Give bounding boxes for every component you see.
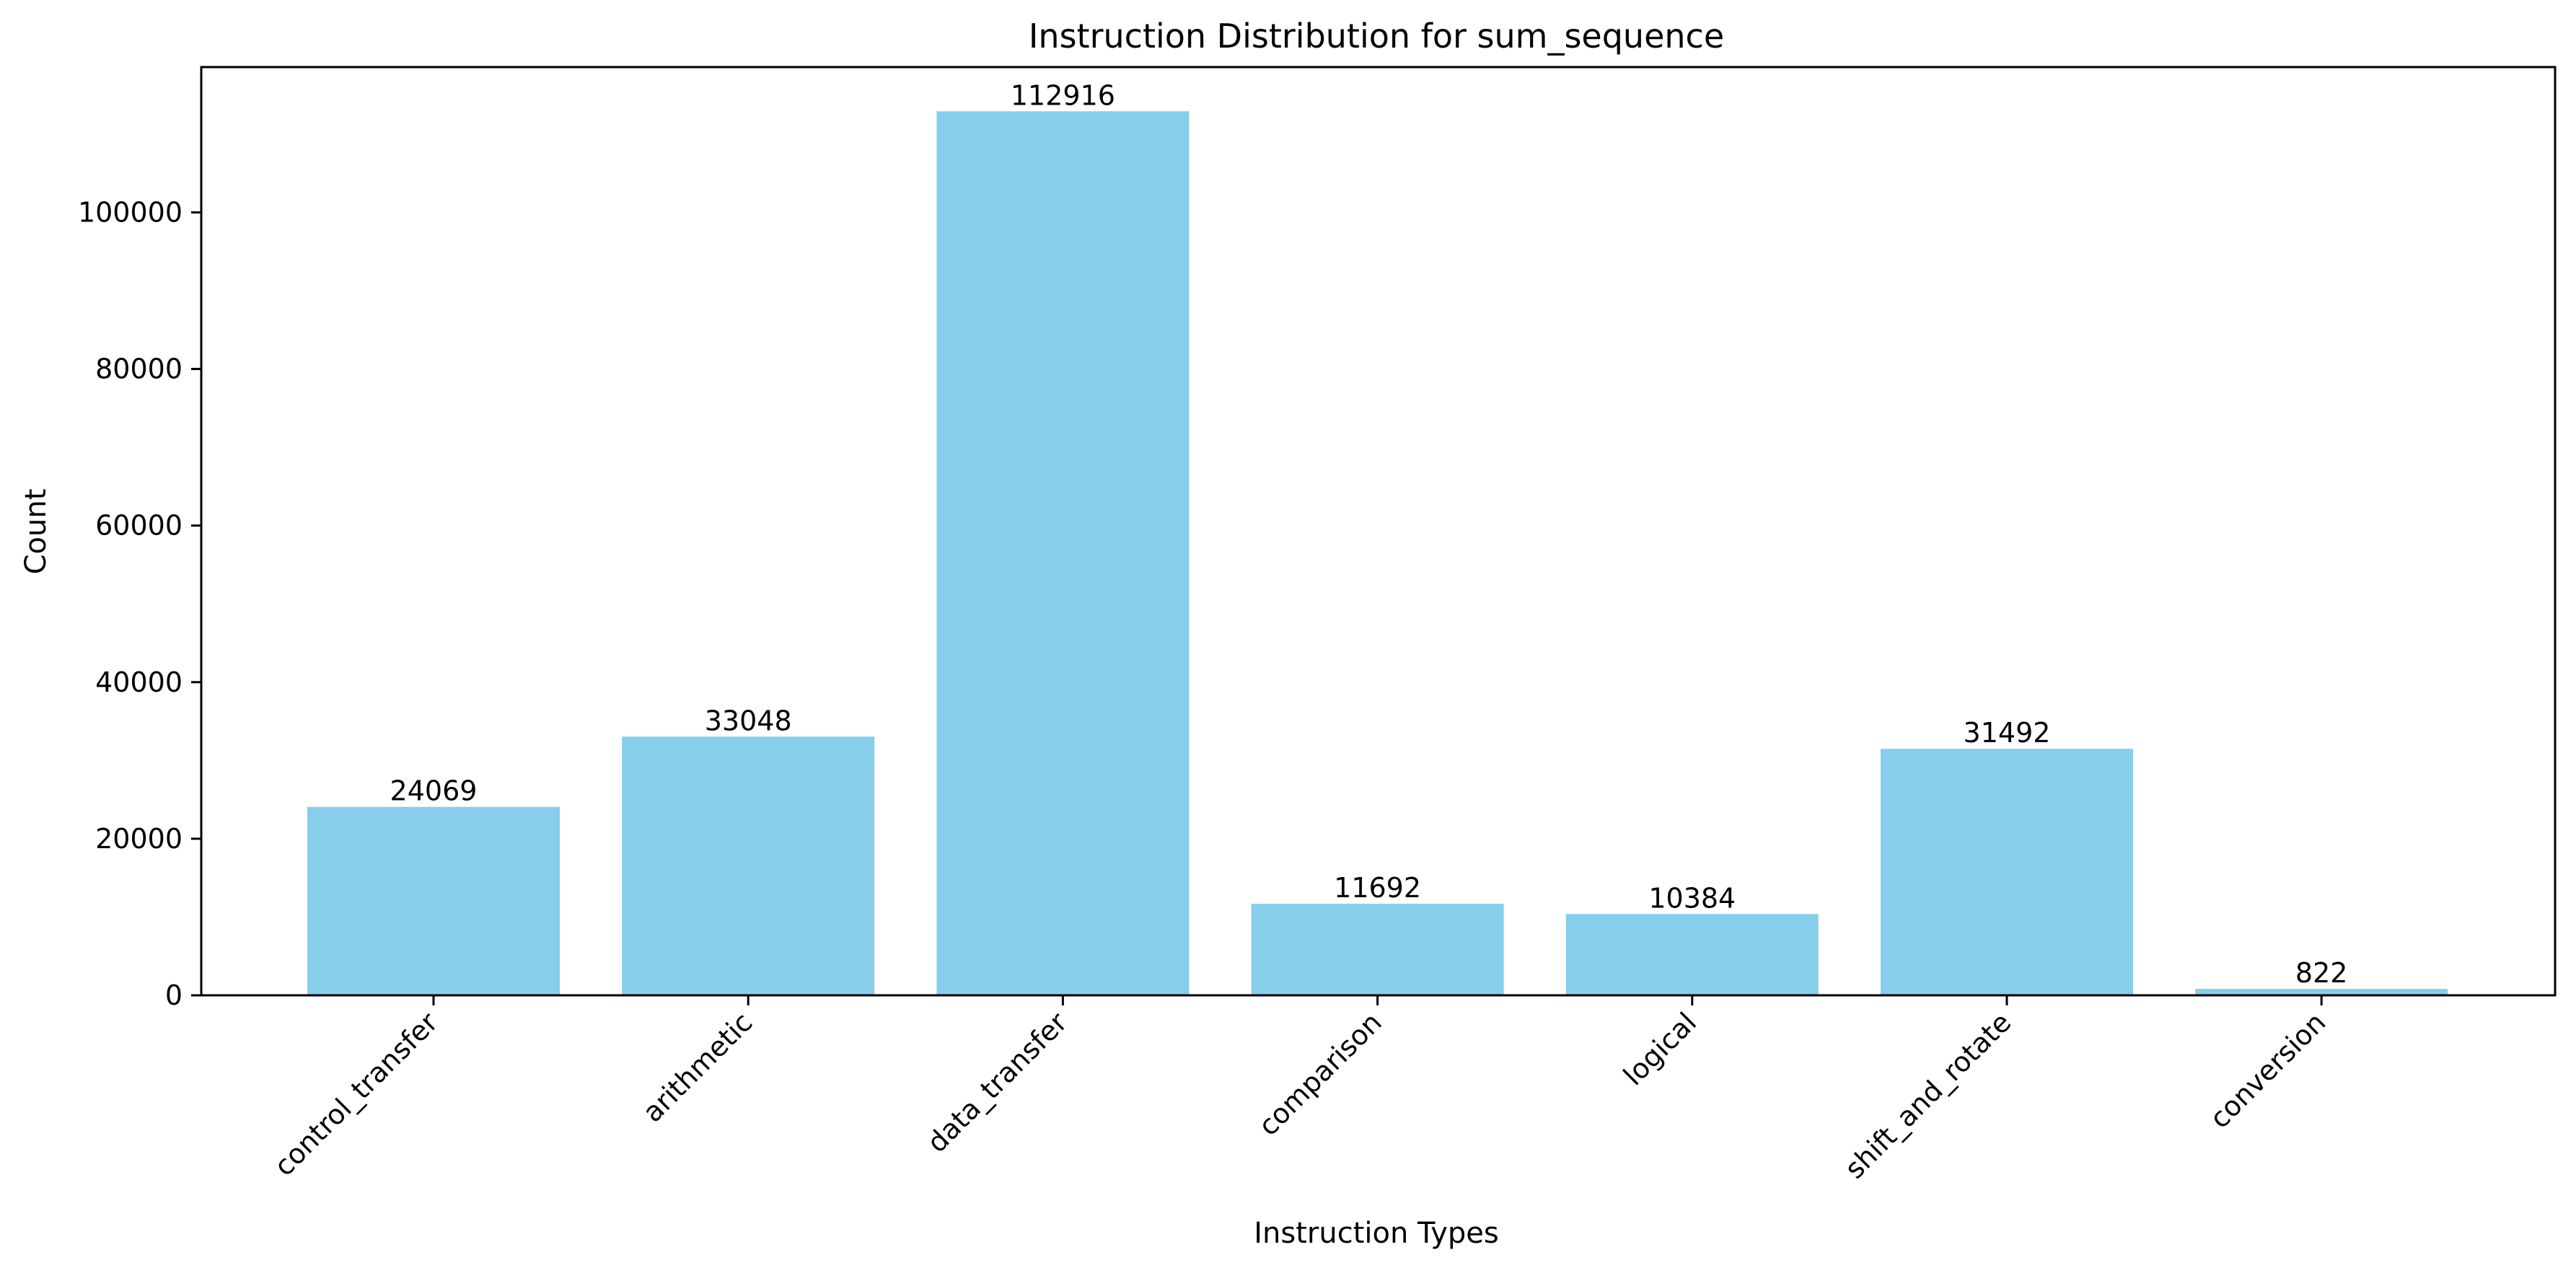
data-label-arithmetic: 33048	[705, 705, 792, 736]
y-tick-label: 40000	[95, 666, 183, 698]
data-labels: 24069 33048 112916 11692 10384 31492 822	[390, 79, 2348, 989]
y-tick-label: 0	[165, 979, 183, 1011]
data-label-logical: 10384	[1648, 882, 1736, 914]
bar-conversion	[2195, 989, 2448, 995]
x-tick-label-data_transfer: data_transfer	[921, 1006, 1073, 1158]
x-tick-label-conversion: conversion	[2204, 1006, 2332, 1135]
bar-arithmetic	[622, 736, 875, 995]
bar-comparison	[1251, 904, 1504, 995]
x-tick-label-shift_and_rotate: shift_and_rotate	[1839, 1006, 2018, 1185]
bar-shift_and_rotate	[1881, 749, 2133, 995]
data-label-comparison: 11692	[1334, 872, 1421, 904]
bar-logical	[1565, 914, 1819, 995]
x-tick-label-logical: logical	[1617, 1006, 1702, 1091]
x-axis: control_transfer arithmetic data_transfer c…	[268, 995, 2332, 1185]
y-tick-label: 80000	[95, 353, 183, 385]
y-axis-label: Count	[19, 489, 53, 575]
plot-frame	[200, 66, 2557, 997]
y-tick-label: 100000	[78, 196, 183, 228]
x-tick-label-comparison: comparison	[1252, 1006, 1388, 1142]
x-tick-label-control_transfer: control_transfer	[268, 1006, 444, 1182]
data-label-conversion: 822	[2295, 957, 2348, 989]
bars-layer	[307, 111, 2448, 995]
y-axis: 0 20000 40000 60000 80000 100000	[78, 196, 201, 1011]
data-label-shift_and_rotate: 31492	[1964, 717, 2051, 749]
bar-data_transfer	[936, 111, 1190, 995]
data-label-control_transfer: 24069	[390, 775, 478, 807]
chart-title: Instruction Distribution for sum_sequenc…	[1029, 17, 1724, 56]
y-tick-label: 60000	[95, 510, 183, 542]
y-tick-label: 20000	[95, 823, 183, 855]
x-axis-label: Instruction Types	[1254, 1217, 1499, 1250]
x-tick-label-arithmetic: arithmetic	[636, 1006, 758, 1128]
bar-control_transfer	[307, 806, 560, 995]
data-label-data_transfer: 112916	[1011, 79, 1115, 111]
